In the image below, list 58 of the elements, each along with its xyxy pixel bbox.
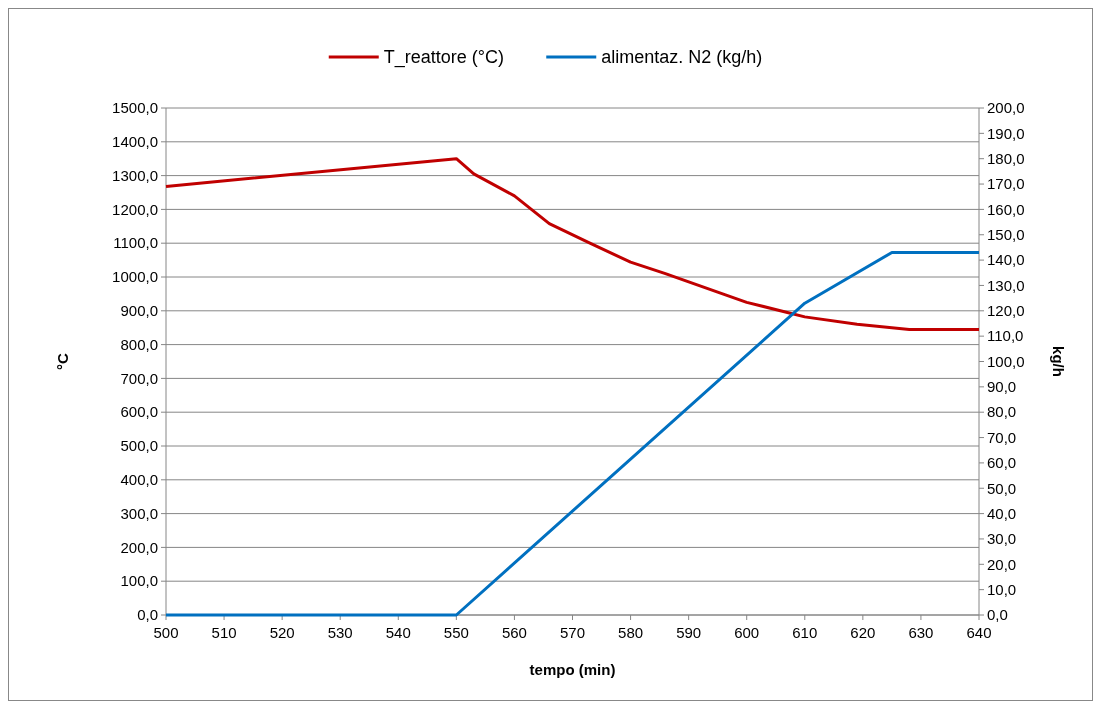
y2-tick-label: 120,0 — [987, 302, 1025, 320]
y-tick-label: 1100,0 — [113, 234, 158, 252]
y2-tick-label: 150,0 — [987, 226, 1025, 243]
y2-tick-label: 110,0 — [987, 327, 1024, 345]
x-tick-label: 610 — [792, 624, 818, 641]
y2-tick-label: 20,0 — [987, 555, 1017, 573]
y2-tick-label: 0,0 — [987, 606, 1008, 624]
y2-tick-label: 190,0 — [987, 124, 1025, 142]
y-tick-label: 400,0 — [120, 471, 158, 489]
y2-tick-label: 50,0 — [987, 479, 1017, 497]
y-tick-label: 200,0 — [120, 538, 158, 556]
y2-tick-label: 170,0 — [987, 175, 1025, 193]
y2-tick-label: 180,0 — [987, 149, 1025, 167]
y2-tick-label: 60,0 — [987, 454, 1017, 472]
y-tick-label: 800,0 — [120, 335, 158, 353]
x-tick-label: 640 — [966, 624, 992, 641]
x-axis-title: tempo (min) — [529, 661, 616, 678]
y-tick-label: 1200,0 — [112, 200, 158, 218]
y-tick-label: 1400,0 — [112, 133, 158, 151]
y2-tick-label: 10,0 — [987, 580, 1017, 598]
x-tick-label: 540 — [385, 624, 411, 641]
y2-tick-label: 90,0 — [987, 378, 1017, 396]
y2-tick-label: 160,0 — [987, 200, 1025, 218]
line-series — [164, 157, 981, 331]
x-tick-label: 550 — [443, 624, 469, 641]
x-tick-label: 630 — [908, 624, 934, 641]
y-tick-label: 700,0 — [120, 369, 158, 387]
y2-tick-label: 40,0 — [987, 504, 1017, 522]
x-tick-label: 620 — [850, 624, 876, 641]
x-tick-label: 500 — [153, 624, 179, 641]
y-tick-label: 300,0 — [120, 504, 158, 522]
legend-label: T_reattore (°C) — [383, 47, 504, 69]
y-tick-label: 1000,0 — [112, 268, 158, 286]
y-tick-label: 500,0 — [120, 437, 158, 455]
x-tick-label: 560 — [501, 624, 527, 641]
y2-tick-label: 30,0 — [987, 530, 1017, 548]
y-axis-title: °C — [54, 352, 71, 370]
y-tick-label: 600,0 — [120, 403, 158, 421]
legend-label: alimentaz. N2 (kg/h) — [601, 47, 763, 68]
x-tick-label: 580 — [618, 624, 644, 641]
y2-tick-label: 140,0 — [987, 251, 1025, 269]
y2-tick-label: 100,0 — [987, 352, 1025, 370]
y2-axis-title: kg/h — [1050, 346, 1067, 377]
x-tick-label: 520 — [269, 624, 295, 641]
x-tick-label: 570 — [559, 624, 586, 641]
x-tick-label: 530 — [327, 624, 353, 641]
y-tick-label: 1500,0 — [112, 99, 158, 117]
x-tick-label: 590 — [676, 624, 702, 641]
y2-tick-label: 70,0 — [987, 428, 1017, 446]
y-tick-label: 100,0 — [120, 572, 158, 590]
y-tick-label: 900,0 — [120, 302, 158, 320]
x-tick-label: 510 — [211, 624, 237, 641]
y2-tick-label: 80,0 — [987, 403, 1017, 421]
y-tick-label: 1300,0 — [112, 166, 158, 184]
y2-tick-label: 130,0 — [987, 276, 1025, 294]
y2-tick-label: 200,0 — [987, 99, 1025, 117]
x-tick-label: 600 — [734, 624, 760, 641]
y-tick-label: 0,0 — [137, 606, 158, 624]
